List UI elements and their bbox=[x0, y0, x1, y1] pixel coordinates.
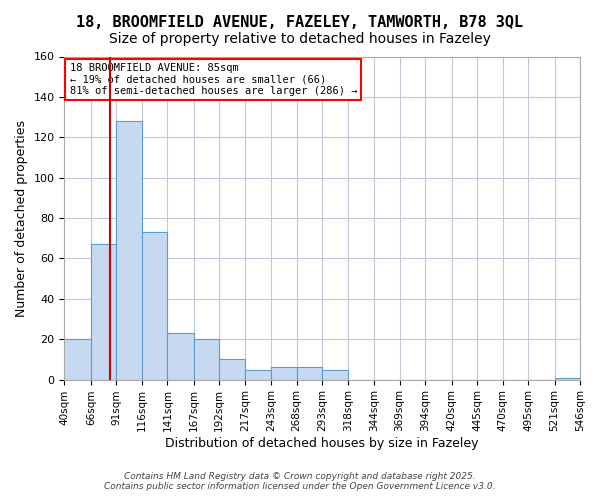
Bar bbox=[142, 232, 167, 380]
Bar bbox=[554, 378, 580, 380]
Text: Contains HM Land Registry data © Crown copyright and database right 2025.
Contai: Contains HM Land Registry data © Crown c… bbox=[104, 472, 496, 491]
X-axis label: Distribution of detached houses by size in Fazeley: Distribution of detached houses by size … bbox=[166, 437, 479, 450]
Bar bbox=[64, 339, 91, 380]
Bar bbox=[91, 244, 116, 380]
Y-axis label: Number of detached properties: Number of detached properties bbox=[15, 120, 28, 316]
Bar bbox=[116, 121, 142, 380]
Bar bbox=[194, 339, 219, 380]
Bar bbox=[271, 368, 297, 380]
Bar bbox=[245, 370, 271, 380]
Text: 18 BROOMFIELD AVENUE: 85sqm
← 19% of detached houses are smaller (66)
81% of sem: 18 BROOMFIELD AVENUE: 85sqm ← 19% of det… bbox=[70, 63, 357, 96]
Bar bbox=[297, 368, 322, 380]
Bar bbox=[322, 370, 347, 380]
Bar bbox=[167, 333, 194, 380]
Bar bbox=[219, 360, 245, 380]
Text: Size of property relative to detached houses in Fazeley: Size of property relative to detached ho… bbox=[109, 32, 491, 46]
Text: 18, BROOMFIELD AVENUE, FAZELEY, TAMWORTH, B78 3QL: 18, BROOMFIELD AVENUE, FAZELEY, TAMWORTH… bbox=[76, 15, 524, 30]
